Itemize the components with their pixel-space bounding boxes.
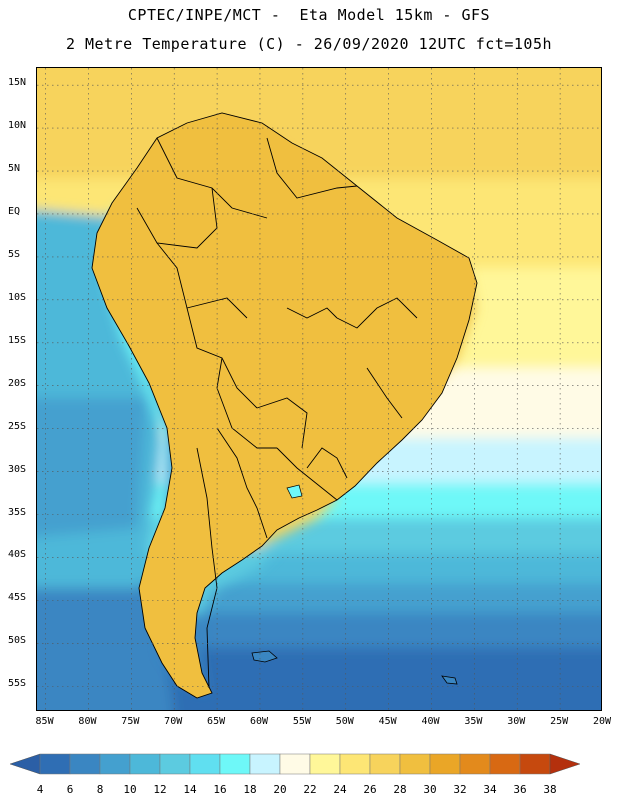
colorbar-cell: [189, 753, 221, 775]
longitude-label: 25W: [550, 716, 569, 727]
colorbar-cell: [279, 753, 311, 775]
colorbar-cell: [489, 753, 521, 775]
colorbar-tick-label: 22: [303, 783, 317, 796]
colorbar-cell: [219, 753, 251, 775]
longitude-label: 55W: [292, 716, 311, 727]
colorbar-cell: [369, 753, 401, 775]
colorbar-tick-label: 14: [183, 783, 197, 796]
colorbar-tick-label: 28: [393, 783, 407, 796]
colorbar-tick-label: 36: [513, 783, 527, 796]
colorbar-cell: [249, 753, 281, 775]
longitude-label: 65W: [207, 716, 226, 727]
latitude-label: 10N: [8, 120, 27, 132]
longitude-label: 45W: [378, 716, 397, 727]
colorbar-cell: [519, 753, 551, 775]
longitude-label: 75W: [121, 716, 140, 727]
longitude-label: 80W: [78, 716, 97, 727]
colorbar-tick-label: 16: [213, 783, 227, 796]
colorbar-cell: [399, 753, 431, 775]
colorbar-tick-label: 12: [153, 783, 167, 796]
longitude-label: 60W: [249, 716, 268, 727]
colorbar-cell: [129, 753, 161, 775]
colorbar-tick-label: 10: [123, 783, 137, 796]
colorbar-tick-label: 18: [243, 783, 257, 796]
colorbar-cell: [339, 753, 371, 775]
latitude-label: 5S: [8, 248, 21, 260]
colorbar-tick-label: 8: [96, 783, 104, 796]
colorbar-arrow-low: [10, 753, 41, 775]
colorbar-cell: [459, 753, 491, 775]
temperature-field: [37, 68, 601, 710]
colorbar-tick-label: 4: [36, 783, 44, 796]
chart-title: CPTEC/INPE/MCT - Eta Model 15km - GFS: [127, 6, 491, 24]
colorbar-cell: [429, 753, 461, 775]
latitude-label: 10S: [8, 291, 27, 303]
colorbar-tick-label: 6: [66, 783, 74, 796]
temperature-map[interactable]: [36, 67, 602, 711]
latitude-label: 35S: [8, 506, 27, 518]
latitude-label: 20S: [8, 377, 27, 389]
longitude-label: 20W: [592, 716, 612, 727]
colorbar-cell: [159, 753, 191, 775]
colorbar-cell: [39, 753, 71, 775]
colorbar-tick-label: 24: [333, 783, 347, 796]
latitude-label: 25S: [8, 420, 27, 432]
colorbar-tick-label: 26: [363, 783, 377, 796]
longitude-label: 85W: [35, 716, 54, 727]
latitude-label: 30S: [8, 463, 27, 475]
latitude-label: 40S: [8, 549, 27, 561]
latitude-label: 55S: [8, 678, 27, 690]
colorbar-cell: [99, 753, 131, 775]
chart-subtitle: 2 Metre Temperature (C) - 26/09/2020 12U…: [65, 35, 553, 53]
colorbar-tick-label: 20: [273, 783, 287, 796]
latitude-label: 15N: [8, 77, 27, 89]
longitude-label: 40W: [421, 716, 440, 727]
colorbar-cell: [69, 753, 101, 775]
latitude-label: 45S: [8, 592, 27, 604]
latitude-label: EQ: [8, 205, 21, 217]
longitude-label: 70W: [164, 716, 183, 727]
colorbar-tick-label: 38: [543, 783, 557, 796]
colorbar-arrow-high: [549, 753, 581, 775]
colorbar-tick-label: 30: [423, 783, 437, 796]
latitude-label: 15S: [8, 334, 27, 346]
longitude-label: 35W: [464, 716, 483, 727]
colorbar-cell: [309, 753, 341, 775]
longitude-label: 30W: [507, 716, 526, 727]
latitude-label: 5N: [8, 163, 21, 175]
colorbar: [10, 753, 581, 775]
colorbar-tick-label: 32: [453, 783, 467, 796]
colorbar-tick-label: 34: [483, 783, 497, 796]
latitude-label: 50S: [8, 635, 27, 647]
longitude-label: 50W: [335, 716, 354, 727]
